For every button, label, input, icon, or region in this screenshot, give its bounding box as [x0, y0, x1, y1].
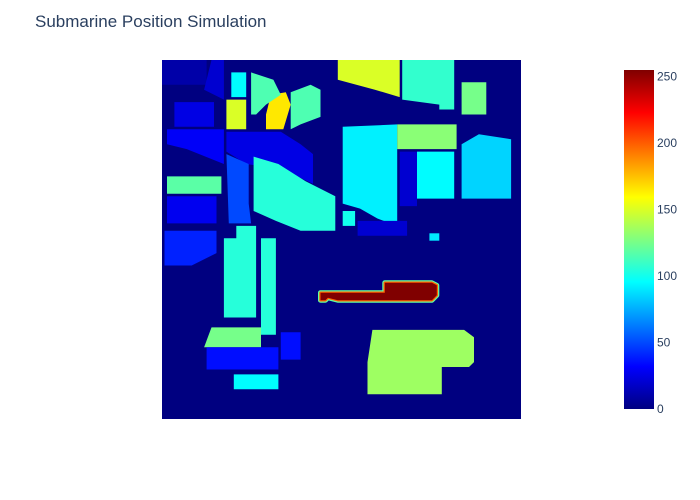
- region-dark-small-block: [280, 332, 301, 360]
- region-cyan-lower-left: [223, 225, 257, 318]
- region-dark-diag-strip: [167, 129, 224, 164]
- region-dark-left-mid: [167, 196, 217, 224]
- colorbar-gradient: [624, 70, 654, 409]
- region-cyan-top-small: [231, 72, 247, 98]
- region-cyan-small-right: [429, 233, 440, 241]
- chart-title: Submarine Position Simulation: [35, 12, 267, 31]
- region-dark-bottom-left: [206, 347, 279, 370]
- region-yellow-bottom-right: [367, 329, 474, 395]
- region-green-top-middle: [251, 72, 281, 115]
- colorbar: 0 50 100 150 200 250: [624, 70, 677, 416]
- colorbar-tick-label: 100: [657, 269, 677, 283]
- region-dark-center-bar: [357, 220, 408, 236]
- colorbar-tick-label: 200: [657, 136, 677, 150]
- region-green-right-of-orange: [290, 84, 321, 130]
- region-green-lower-left: [204, 327, 261, 348]
- heatmap-area: [162, 60, 521, 419]
- colorbar-tick-label: 50: [657, 336, 671, 350]
- region-orange-patch: [266, 92, 291, 130]
- colorbar-tick-label: 0: [657, 402, 664, 416]
- region-dark-left-lower: [164, 230, 217, 266]
- region-upper-left-dark-2: [204, 60, 224, 100]
- region-dark-center-block: [226, 131, 313, 184]
- region-cyan-right-stripes: [417, 151, 455, 199]
- region-cyan-right-shape: [461, 134, 512, 199]
- region-dark-block-left: [174, 102, 214, 127]
- region-yellow-strip-left: [226, 99, 247, 130]
- region-cyan-lower-col: [261, 238, 276, 335]
- region-green-right-wide: [397, 124, 457, 150]
- region-submarine: [320, 282, 437, 301]
- colorbar-tick-label: 250: [657, 70, 677, 84]
- region-blue-left-vertical: [226, 154, 252, 224]
- region-cyan-small-center: [342, 211, 356, 226]
- region-cyan-top-right: [402, 60, 455, 110]
- region-cyan-tall-center: [342, 124, 398, 226]
- region-green-small-right: [461, 82, 487, 115]
- region-cyan-center-diag: [253, 156, 336, 231]
- region-upper-left-dark-1: [162, 60, 207, 85]
- region-yellow-top: [337, 60, 400, 98]
- colorbar-tick-label: 150: [657, 203, 677, 217]
- region-cyan-bottom-small: [233, 374, 279, 390]
- region-dark-right-stripes: [399, 151, 417, 207]
- region-green-left-bar: [167, 176, 222, 194]
